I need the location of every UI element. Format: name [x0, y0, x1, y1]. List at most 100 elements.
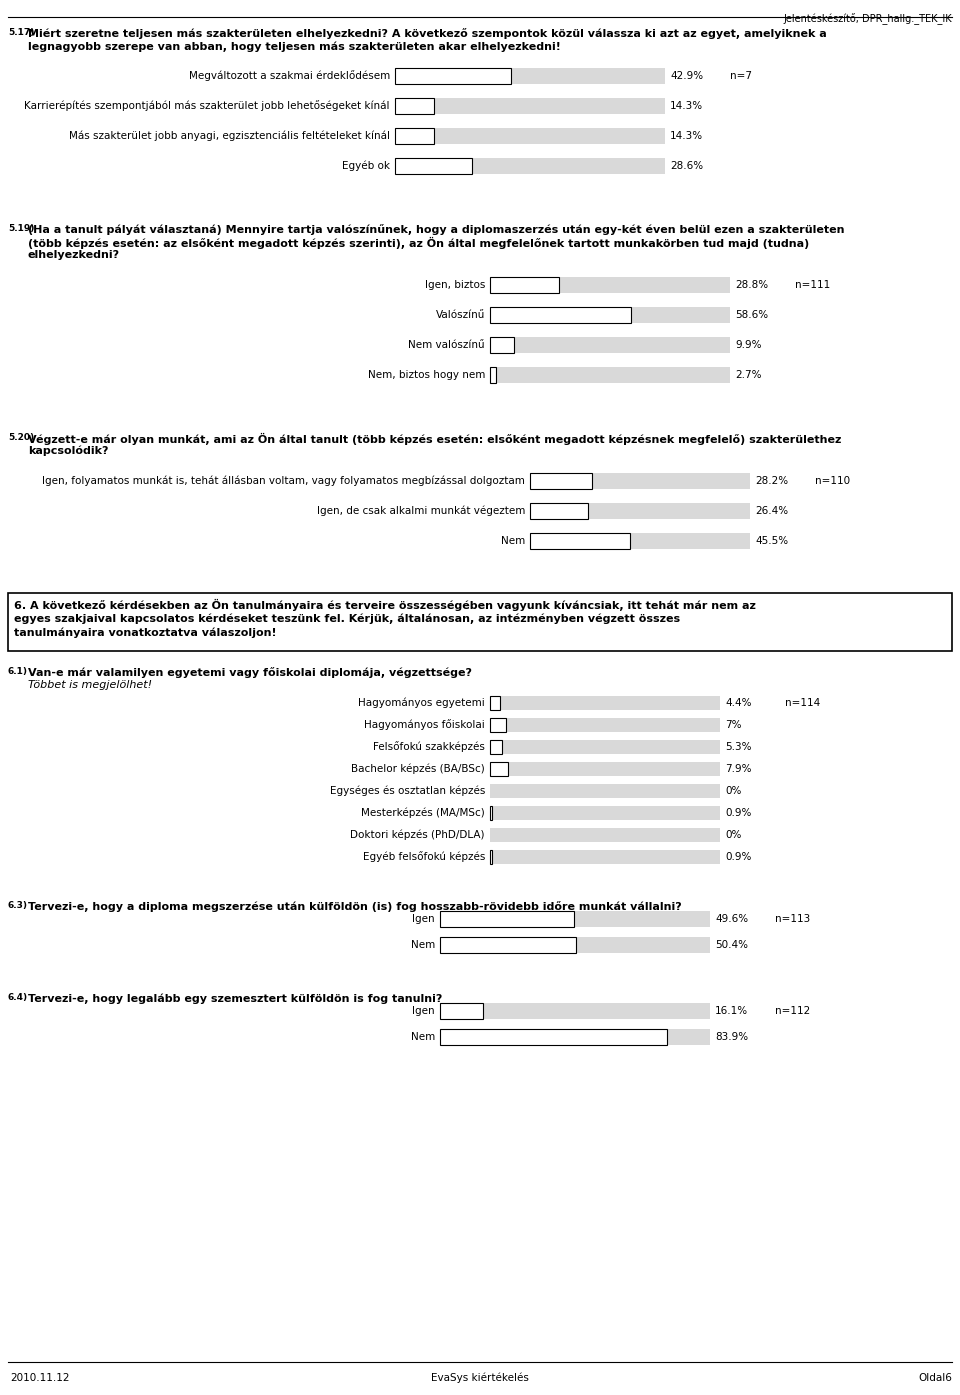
Text: 0.9%: 0.9% — [725, 808, 752, 817]
Text: 6.4): 6.4) — [8, 993, 28, 1002]
Text: n=112: n=112 — [775, 1006, 810, 1016]
Text: 2.7%: 2.7% — [735, 370, 761, 379]
Bar — [395, 128, 434, 144]
Text: Többet is megjelölhet!: Többet is megjelölhet! — [28, 679, 152, 691]
Bar — [530, 533, 630, 550]
Text: Végzett-e már olyan munkát, ami az Ön által tanult (több képzés esetén: elsőként: Végzett-e már olyan munkát, ami az Ön ál… — [28, 432, 841, 445]
Bar — [490, 367, 496, 384]
Text: 42.9%: 42.9% — [670, 71, 703, 81]
Text: 26.4%: 26.4% — [755, 506, 788, 516]
Bar — [440, 937, 710, 953]
Text: n=114: n=114 — [785, 698, 820, 709]
Bar — [490, 739, 720, 755]
Bar — [490, 850, 492, 864]
Bar — [490, 784, 720, 798]
Text: Hagyományos egyetemi: Hagyományos egyetemi — [358, 698, 485, 709]
Bar — [530, 473, 592, 490]
Text: Felsőfokú szakképzés: Felsőfokú szakképzés — [373, 742, 485, 752]
Text: 0%: 0% — [725, 785, 741, 797]
Text: n=111: n=111 — [795, 280, 830, 290]
Text: 28.8%: 28.8% — [735, 280, 768, 290]
Text: 5.17): 5.17) — [8, 28, 35, 38]
Text: Oldal6: Oldal6 — [918, 1373, 952, 1382]
Text: Miért szeretne teljesen más szakterületen elhelyezkedni? A következő szempontok : Miért szeretne teljesen más szakterülete… — [28, 28, 827, 39]
Text: legnagyobb szerepe van abban, hogy teljesen más szakterületen akar elhelyezkedni: legnagyobb szerepe van abban, hogy telje… — [28, 40, 561, 52]
Bar — [395, 68, 511, 84]
Text: 6.3): 6.3) — [8, 901, 28, 910]
Text: Nem: Nem — [501, 536, 525, 545]
Bar — [490, 850, 720, 864]
Text: 6. A következő kérdésekben az Ön tanulmányaira és terveire összességében vagyunk: 6. A következő kérdésekben az Ön tanulmá… — [14, 598, 756, 611]
Bar — [490, 307, 730, 324]
Bar — [440, 1030, 710, 1045]
Bar — [395, 98, 665, 114]
Bar — [395, 68, 665, 84]
Text: Egyéb felsőfokú képzés: Egyéb felsőfokú képzés — [363, 851, 485, 862]
Text: Igen: Igen — [413, 1006, 435, 1016]
Bar — [490, 762, 508, 776]
Text: 50.4%: 50.4% — [715, 940, 748, 950]
Bar — [490, 718, 720, 732]
Bar — [530, 504, 750, 519]
Text: Jelentéskészítő, DPR_hallg._TEK_IK: Jelentéskészítő, DPR_hallg._TEK_IK — [783, 13, 952, 25]
Bar — [440, 1003, 710, 1018]
Text: 5.3%: 5.3% — [725, 742, 752, 752]
Bar — [490, 367, 730, 384]
Text: elhelyezkedni?: elhelyezkedni? — [28, 250, 120, 259]
Text: 7%: 7% — [725, 720, 741, 730]
Text: Karrierépítés szempontjából más szakterület jobb lehetőségeket kínál: Karrierépítés szempontjából más szakterü… — [25, 100, 390, 112]
Bar — [395, 128, 665, 144]
Text: Igen, biztos: Igen, biztos — [424, 280, 485, 290]
Bar — [530, 533, 750, 550]
Text: Más szakterület jobb anyagi, egzisztenciális feltételeket kínál: Más szakterület jobb anyagi, egzisztenci… — [69, 131, 390, 141]
Text: 5.20): 5.20) — [8, 432, 35, 442]
Text: Nem: Nem — [411, 940, 435, 950]
Text: Tervezi-e, hogy a diploma megszerzése után külföldön (is) fog hosszabb-rövidebb : Tervezi-e, hogy a diploma megszerzése ut… — [28, 901, 682, 912]
Text: Hagyományos főiskolai: Hagyományos főiskolai — [364, 720, 485, 731]
Bar — [395, 158, 665, 174]
Bar — [490, 338, 514, 353]
Text: n=113: n=113 — [775, 914, 810, 923]
Text: (Ha a tanult pályát választaná) Mennyire tartja valószínűnek, hogy a diplomaszer: (Ha a tanult pályát választaná) Mennyire… — [28, 225, 845, 234]
Text: Nem valószínű: Nem valószínű — [408, 340, 485, 350]
Text: 6.1): 6.1) — [8, 667, 28, 677]
Bar — [490, 278, 730, 293]
Text: Valószínű: Valószínű — [436, 310, 485, 319]
Bar — [440, 911, 710, 928]
Bar — [490, 762, 720, 776]
Text: 14.3%: 14.3% — [670, 100, 703, 112]
Text: 9.9%: 9.9% — [735, 340, 761, 350]
Bar — [490, 806, 492, 820]
Text: 7.9%: 7.9% — [725, 764, 752, 774]
Text: Megváltozott a szakmai érdeklődésem: Megváltozott a szakmai érdeklődésem — [189, 71, 390, 81]
Bar — [490, 338, 730, 353]
Text: 49.6%: 49.6% — [715, 914, 748, 923]
Text: 45.5%: 45.5% — [755, 536, 788, 545]
Text: egyes szakjaival kapcsolatos kérdéseket teszünk fel. Kérjük, általánosan, az int: egyes szakjaival kapcsolatos kérdéseket … — [14, 612, 680, 624]
Text: 28.6%: 28.6% — [670, 160, 703, 172]
Text: 2010.11.12: 2010.11.12 — [10, 1373, 69, 1382]
Text: Igen, folyamatos munkát is, tehát állásban voltam, vagy folyamatos megbízással d: Igen, folyamatos munkát is, tehát állásb… — [42, 476, 525, 487]
Text: 16.1%: 16.1% — [715, 1006, 748, 1016]
Text: Egyéb ok: Egyéb ok — [342, 160, 390, 172]
Text: 83.9%: 83.9% — [715, 1032, 748, 1042]
Bar — [490, 278, 559, 293]
Text: Van-e már valamilyen egyetemi vagy főiskolai diplomája, végzettsége?: Van-e már valamilyen egyetemi vagy főisk… — [28, 667, 472, 678]
Text: Egységes és osztatlan képzés: Egységes és osztatlan képzés — [329, 785, 485, 797]
Bar — [490, 739, 502, 755]
Text: Nem, biztos hogy nem: Nem, biztos hogy nem — [368, 370, 485, 379]
Text: Igen: Igen — [413, 914, 435, 923]
Bar — [395, 98, 434, 114]
Bar — [490, 307, 631, 324]
Text: 28.2%: 28.2% — [755, 476, 788, 485]
Bar — [490, 806, 720, 820]
Bar — [490, 718, 506, 732]
Bar — [440, 1003, 484, 1018]
Text: Mesterképzés (MA/MSc): Mesterképzés (MA/MSc) — [361, 808, 485, 819]
Bar — [490, 829, 720, 843]
Bar — [530, 473, 750, 490]
Bar — [440, 911, 574, 928]
Text: Igen, de csak alkalmi munkát végeztem: Igen, de csak alkalmi munkát végeztem — [317, 506, 525, 516]
Text: (több képzés esetén: az elsőként megadott képzés szerinti), az Ön által megfelel: (több képzés esetén: az elsőként megadot… — [28, 237, 809, 250]
Text: EvaSys kiértékelés: EvaSys kiértékelés — [431, 1373, 529, 1384]
